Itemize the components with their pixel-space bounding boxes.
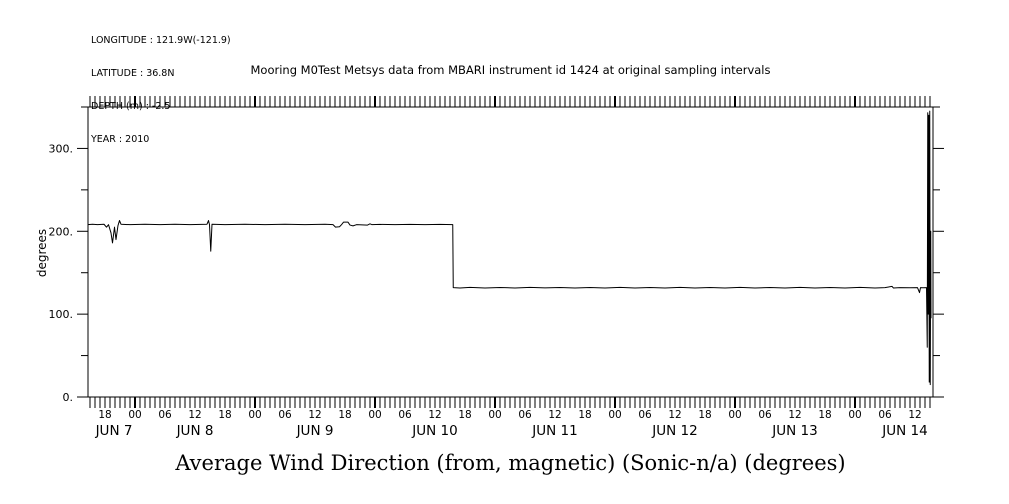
svg-text:JUN 11: JUN 11 — [531, 423, 577, 439]
svg-text:18: 18 — [698, 409, 711, 421]
svg-text:00: 00 — [728, 409, 741, 421]
svg-text:00: 00 — [368, 409, 381, 421]
metadata-year: YEAR : 2010 — [91, 134, 150, 145]
metadata-longitude: LONGITUDE : 121.9W(-121.9) — [91, 35, 231, 46]
svg-text:0.: 0. — [63, 391, 74, 404]
svg-text:18: 18 — [578, 409, 591, 421]
svg-text:18: 18 — [98, 409, 111, 421]
svg-text:12: 12 — [908, 409, 921, 421]
y-axis-tick-labels: 0. 100. 200. 300. — [49, 142, 74, 404]
svg-text:18: 18 — [338, 409, 351, 421]
svg-text:JUN 10: JUN 10 — [411, 423, 457, 439]
x-axis-hour-labels: 18 00 06 12 18 00 06 12 18 00 06 12 18 00 06 12 18 00 06 12… — [98, 409, 921, 421]
svg-text:12: 12 — [428, 409, 441, 421]
svg-text:12: 12 — [188, 409, 201, 421]
y-axis-ticks — [77, 106, 944, 398]
metadata-latitude: LATITUDE : 36.8N — [91, 68, 175, 79]
svg-text:00: 00 — [128, 409, 141, 421]
svg-text:06: 06 — [158, 409, 172, 421]
svg-text:300.: 300. — [49, 142, 74, 155]
svg-text:JUN 12: JUN 12 — [651, 423, 697, 439]
svg-text:100.: 100. — [49, 308, 74, 321]
x-axis-ticks — [89, 96, 931, 408]
svg-text:00: 00 — [848, 409, 861, 421]
data-series-line — [87, 110, 932, 386]
chart-caption: Average Wind Direction (from, magnetic) … — [175, 451, 846, 475]
svg-text:06: 06 — [638, 409, 652, 421]
svg-text:00: 00 — [248, 409, 261, 421]
svg-text:12: 12 — [788, 409, 801, 421]
plot-border — [87, 106, 934, 398]
svg-text:JUN 14: JUN 14 — [881, 423, 927, 439]
svg-text:06: 06 — [278, 409, 292, 421]
svg-text:JUN 7: JUN 7 — [95, 423, 133, 439]
x-axis-day-labels: JUN 7 JUN 8 JUN 9 JUN 10 JUN 11 JUN 12 JUN 13 J… — [95, 423, 928, 439]
svg-text:06: 06 — [398, 409, 412, 421]
svg-text:00: 00 — [608, 409, 621, 421]
svg-text:12: 12 — [668, 409, 681, 421]
svg-text:18: 18 — [218, 409, 231, 421]
svg-text:JUN 8: JUN 8 — [176, 423, 214, 439]
svg-text:12: 12 — [548, 409, 561, 421]
svg-text:200.: 200. — [49, 225, 74, 238]
svg-text:12: 12 — [308, 409, 321, 421]
svg-text:00: 00 — [488, 409, 501, 421]
svg-text:06: 06 — [878, 409, 892, 421]
chart-title: Mooring M0Test Metsys data from MBARI in… — [250, 63, 771, 77]
svg-text:18: 18 — [458, 409, 471, 421]
svg-text:JUN 9: JUN 9 — [296, 423, 334, 439]
svg-text:18: 18 — [818, 409, 831, 421]
svg-text:JUN 13: JUN 13 — [771, 423, 817, 439]
svg-text:06: 06 — [518, 409, 532, 421]
svg-text:06: 06 — [758, 409, 772, 421]
